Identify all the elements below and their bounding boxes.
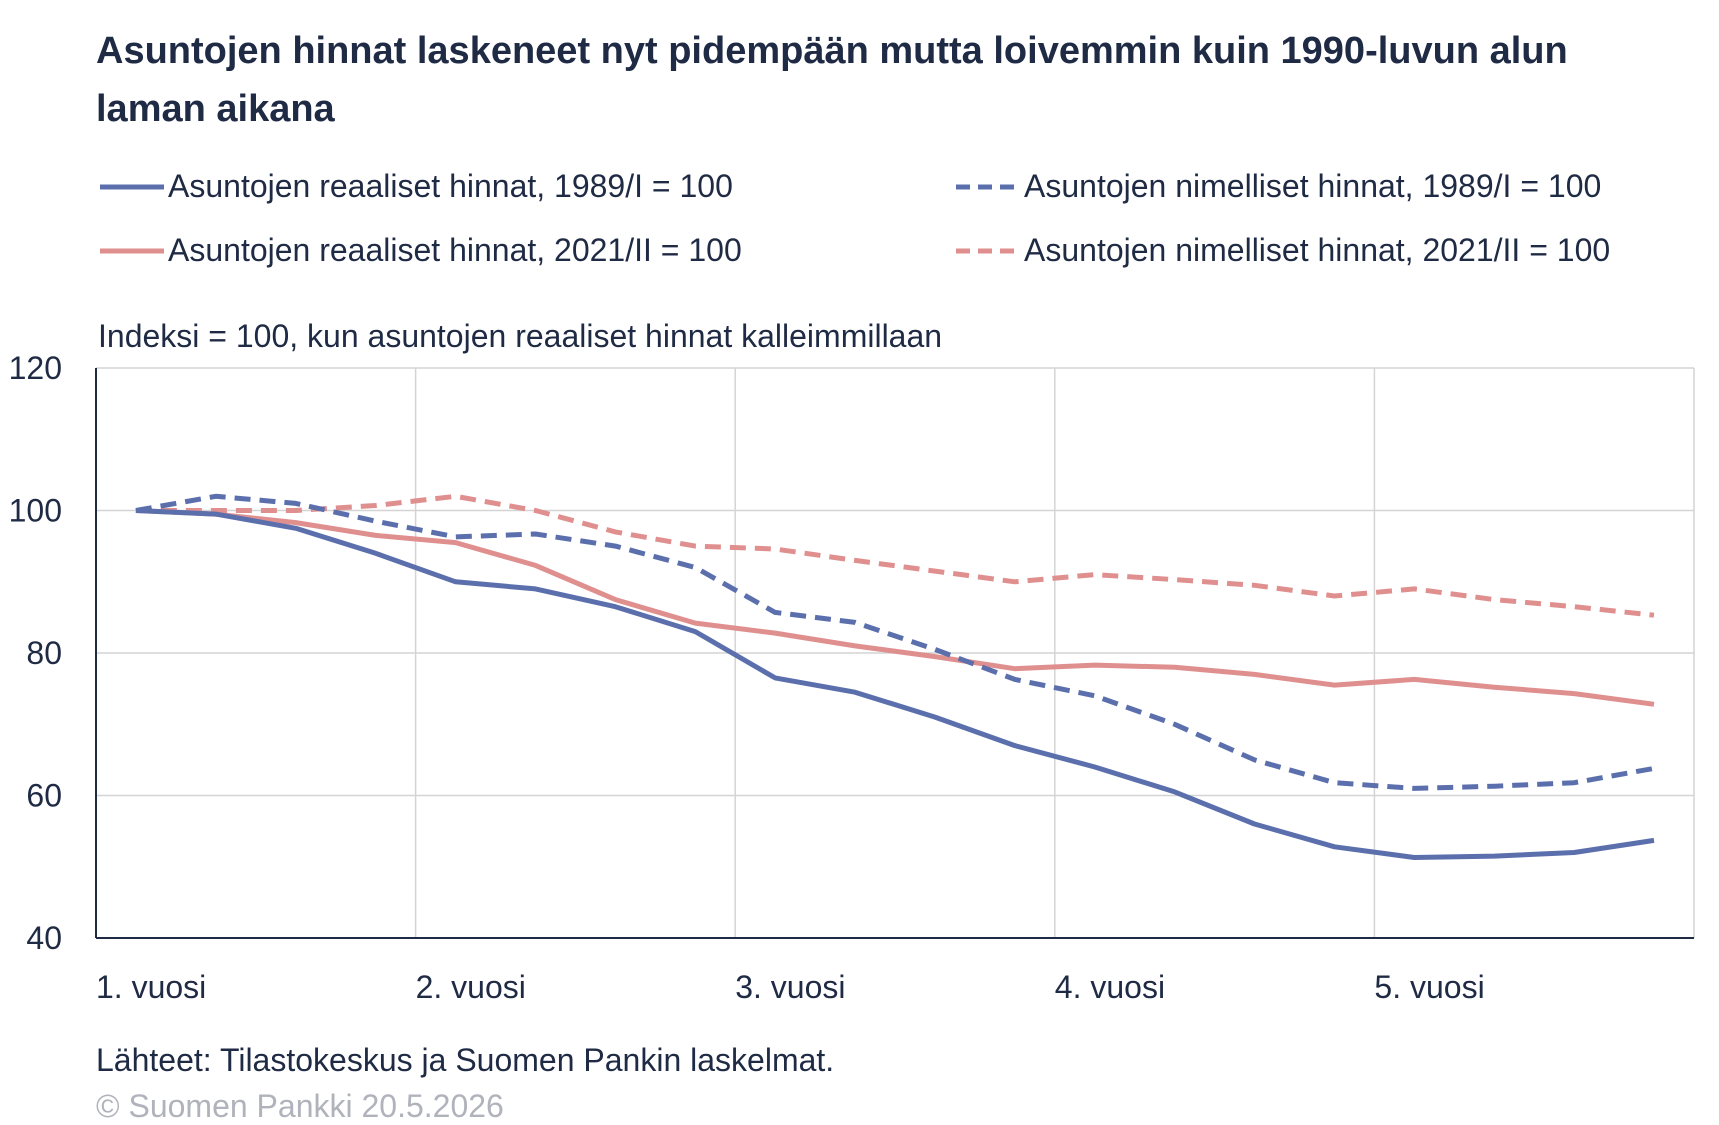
y-tick-label: 100	[9, 493, 62, 529]
copyright-note: © Suomen Pankki 20.5.2026	[96, 1088, 504, 1124]
y-axis-unit-label: Indeksi = 100, kun asuntojen reaaliset h…	[98, 318, 943, 354]
legend-label-real-2021: Asuntojen reaaliset hinnat, 2021/II = 10…	[168, 232, 742, 268]
source-note: Lähteet: Tilastokeskus ja Suomen Pankin …	[96, 1042, 835, 1078]
series-line-3	[135, 493, 1655, 618]
legend-swatch-nominal-2021	[956, 248, 1020, 253]
legend-item-nominal-2021: Asuntojen nimelliset hinnat, 2021/II = 1…	[954, 232, 1610, 269]
y-tick-label: 120	[9, 350, 62, 386]
x-tick-label: 4. vuosi	[1055, 969, 1165, 1005]
legend-swatch-real-1989	[100, 184, 164, 189]
x-tick-label: 1. vuosi	[96, 969, 206, 1005]
y-tick-label: 40	[26, 920, 62, 956]
legend-label-real-1989: Asuntojen reaaliset hinnat, 1989/I = 100	[168, 168, 733, 204]
legend: Asuntojen reaaliset hinnat, 1989/I = 100…	[98, 168, 1698, 298]
series-line-2	[135, 508, 1655, 707]
legend-swatch-nominal-1989	[956, 184, 1020, 189]
y-tick-label: 60	[26, 778, 62, 814]
legend-item-nominal-1989: Asuntojen nimelliset hinnat, 1989/I = 10…	[954, 168, 1601, 205]
legend-label-nominal-2021: Asuntojen nimelliset hinnat, 2021/II = 1…	[1024, 232, 1611, 268]
legend-item-real-2021: Asuntojen reaaliset hinnat, 2021/II = 10…	[98, 232, 742, 269]
legend-label-nominal-1989: Asuntojen nimelliset hinnat, 1989/I = 10…	[1024, 168, 1602, 204]
legend-item-real-1989: Asuntojen reaaliset hinnat, 1989/I = 100	[98, 168, 733, 205]
x-tick-label: 5. vuosi	[1374, 969, 1484, 1005]
y-tick-label: 80	[26, 635, 62, 671]
series-line-0	[135, 508, 1655, 860]
x-tick-label: 3. vuosi	[735, 969, 845, 1005]
chart-title: Asuntojen hinnat laskeneet nyt pidempään…	[96, 30, 1568, 130]
x-tick-label: 2. vuosi	[416, 969, 526, 1005]
series-line-1	[135, 493, 1655, 791]
legend-swatch-real-2021	[100, 248, 164, 253]
